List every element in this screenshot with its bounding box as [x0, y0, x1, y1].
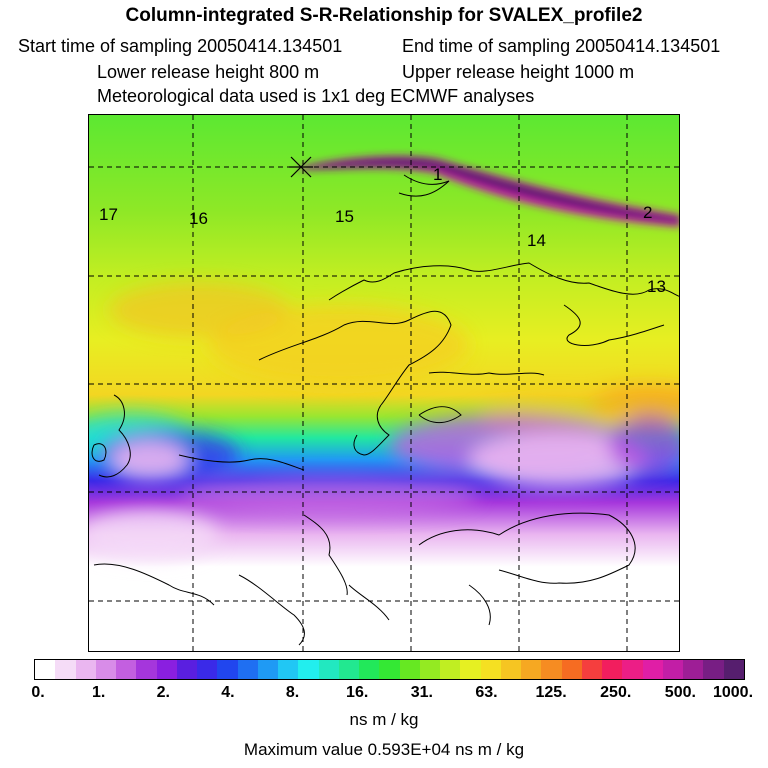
color-scale-tick-label: 500. — [664, 684, 696, 701]
field-patches — [89, 282, 679, 560]
hour-label-14: 14 — [527, 231, 546, 250]
color-scale-ticks: 0. 1. 2. 4. 8. 16. 31. 63. 125. 250. 500. 1000. — [0, 684, 768, 704]
color-scale-tick-label: 63. — [475, 684, 498, 701]
color-scale-tick-label: 2. — [156, 684, 170, 701]
color-swatch — [683, 660, 704, 679]
color-swatch — [541, 660, 562, 679]
color-scale-tick-label: 8. — [285, 684, 300, 701]
color-scale-tick-label: 250. — [600, 684, 632, 701]
start-time-label: Start time of sampling 20050414.134501 — [18, 36, 343, 56]
color-swatch — [359, 660, 380, 679]
color-swatch — [662, 660, 683, 679]
color-swatch — [460, 660, 481, 679]
color-swatch — [318, 660, 339, 679]
release-plume — [299, 155, 679, 227]
color-swatch — [95, 660, 116, 679]
plot-title: Column-integrated S-R-Relationship for S… — [125, 5, 643, 26]
color-scale-tick-label: 16. — [346, 684, 369, 701]
color-swatch — [581, 660, 602, 679]
color-swatch — [338, 660, 359, 679]
color-swatch — [399, 660, 420, 679]
color-swatch — [521, 660, 542, 679]
maximum-value-label: Maximum value 0.593E+04 ns m / kg — [243, 740, 525, 759]
color-swatch — [703, 660, 724, 679]
color-swatch — [278, 660, 299, 679]
end-time-label: End time of sampling 20050414.134501 — [402, 36, 721, 56]
color-swatch — [217, 660, 238, 679]
color-scale-tick-label: 31. — [410, 684, 433, 701]
upper-height-label: Upper release height 1000 m — [402, 62, 635, 82]
hour-label-15: 15 — [335, 207, 354, 226]
color-swatch — [156, 660, 177, 679]
lower-height-label: Lower release height 800 m — [97, 62, 320, 82]
color-swatch — [237, 660, 258, 679]
hour-label-1: 1 — [433, 165, 443, 184]
color-swatch — [176, 660, 197, 679]
color-scale-bar — [34, 659, 745, 680]
color-swatch — [561, 660, 582, 679]
color-swatch — [55, 660, 76, 679]
met-data-label: Meteorological data used is 1x1 deg ECMW… — [97, 86, 535, 106]
color-swatch — [642, 660, 663, 679]
field-background — [89, 115, 679, 651]
units-label: ns m / kg — [349, 710, 419, 729]
color-swatch — [136, 660, 157, 679]
hour-label-2: 2 — [643, 203, 653, 222]
color-scale-tick-label: 4. — [221, 684, 235, 701]
color-swatch — [35, 660, 56, 679]
release-point-cross-icon — [289, 156, 313, 178]
hour-label-13: 13 — [647, 277, 666, 296]
color-swatch — [622, 660, 643, 679]
hour-label-17: 17 — [99, 205, 118, 224]
coastlines — [91, 174, 679, 646]
hour-label-16: 16 — [189, 209, 208, 228]
color-swatch — [419, 660, 440, 679]
sensitivity-map: 17 16 15 14 13 2 1 — [88, 114, 680, 652]
color-scale-tick-label: 1. — [91, 684, 106, 701]
map-field-svg — [89, 115, 679, 651]
color-swatch — [116, 660, 137, 679]
color-swatch — [480, 660, 501, 679]
color-swatch — [500, 660, 521, 679]
color-scale-tick-label: 125. — [535, 684, 567, 701]
color-swatch — [298, 660, 319, 679]
color-swatch — [602, 660, 623, 679]
color-swatch — [75, 660, 96, 679]
color-scale-tick-label: 1000. — [712, 684, 754, 701]
color-swatch — [440, 660, 461, 679]
color-swatch — [379, 660, 400, 679]
color-swatch — [257, 660, 278, 679]
color-scale-tick-label: 0. — [31, 684, 45, 701]
color-swatch — [197, 660, 218, 679]
color-swatch — [723, 660, 744, 679]
